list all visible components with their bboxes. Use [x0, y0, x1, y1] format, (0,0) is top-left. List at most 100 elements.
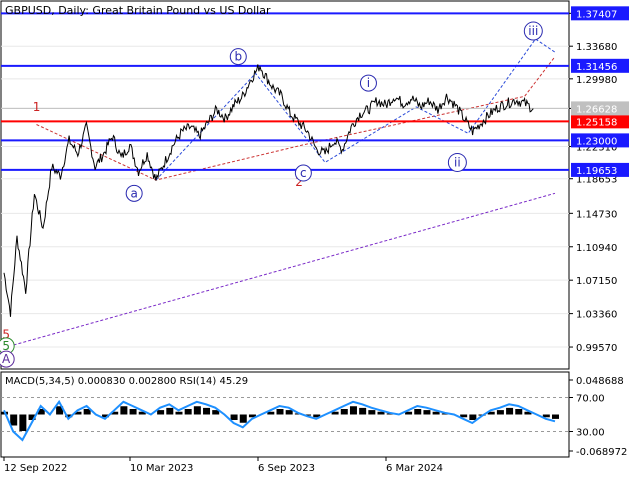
- wave-label-text-7: c: [300, 166, 307, 180]
- macd-bar-2: [19, 414, 27, 431]
- level-tags: 1.37407 1.31456 1.25158 1.23000 1.19653 1.266…: [571, 6, 629, 177]
- wave-label-text-10: iii: [528, 24, 538, 38]
- macd-bar-55: [506, 407, 514, 415]
- macd-bar-60: [552, 414, 559, 419]
- macd-bar-50: [460, 414, 468, 418]
- macd-bar-47: [432, 411, 440, 415]
- macd-bar-44: [405, 411, 413, 415]
- chart-title: GBPUSD, Daily: Great Britain Pound vs US…: [5, 4, 271, 17]
- macd-bar-14: [129, 409, 137, 415]
- macd-bar-40: [368, 410, 376, 415]
- macd-bar-45: [414, 409, 422, 415]
- wave-label-10: iii: [523, 21, 543, 41]
- wave-label-text-9: ii: [454, 155, 461, 169]
- wave-label-text-2: 5: [2, 327, 10, 341]
- macd-bar-42: [386, 413, 394, 415]
- price-tick-8: 1.07150: [576, 276, 617, 287]
- wave-label-7: c: [294, 164, 312, 182]
- macd-bar-18: [166, 407, 174, 415]
- time-tick-3: 6 Mar 2024: [386, 463, 443, 474]
- macd-bar-1: [10, 414, 18, 426]
- macd-bar-6: [56, 406, 64, 415]
- macd-bar-31: [285, 410, 293, 415]
- macd-bar-3: [28, 414, 36, 420]
- price-tick-4: 1.22310: [576, 142, 617, 153]
- main-plot-frame: [0, 0, 570, 370]
- horizontal-levels: [1, 12, 569, 171]
- level-tag-3: 1.23000: [576, 136, 617, 147]
- macd-bar-21: [193, 406, 201, 415]
- price-tick-6: 1.14730: [576, 209, 617, 220]
- wave-label-5: a: [125, 184, 143, 202]
- macd-bar-17: [157, 410, 165, 415]
- time-axis: 12 Sep 2022 10 Mar 2023 6 Sep 2023 6 Mar 20…: [3, 457, 443, 474]
- macd-bar-56: [515, 409, 523, 415]
- macd-bar-9: [83, 409, 91, 415]
- wave-label-0: 1: [33, 100, 41, 114]
- indicator-tick-2: 30.00: [576, 428, 605, 439]
- price-tick-9: 1.03360: [576, 310, 617, 321]
- macd-bar-38: [349, 406, 357, 415]
- macd-bar-59: [542, 414, 550, 418]
- wave-lines: [3, 38, 556, 349]
- wave-label-text-8: i: [367, 76, 370, 90]
- indicator-axis: 0.048688 70.00 30.00 -0.068972: [569, 376, 627, 458]
- indicator-tick-0: 0.048688: [576, 376, 624, 387]
- wave-line-0: [36, 56, 556, 181]
- macd-bar-4: [37, 409, 45, 415]
- macd-bar-33: [304, 414, 312, 416]
- macd-bar-27: [248, 414, 256, 418]
- wave-label-text-6: b: [234, 50, 242, 64]
- rsi-line: [3, 399, 556, 442]
- wave-line-2: [3, 192, 556, 349]
- price-tick-2: 1.29980: [576, 75, 617, 86]
- macd-bar-8: [74, 411, 82, 415]
- macd-bar-13: [120, 406, 128, 415]
- macd-bar-30: [276, 409, 284, 415]
- macd-bar-25: [230, 414, 238, 420]
- macd-bar-51: [469, 414, 477, 420]
- macd-bar-29: [267, 411, 275, 415]
- wave-label-8: i: [359, 74, 377, 92]
- macd-bar-23: [212, 410, 220, 415]
- macd-bar-39: [359, 407, 367, 415]
- wave-label-1: 2: [295, 175, 303, 189]
- current-price-tag-bg: [571, 101, 629, 116]
- macd-bar-41: [377, 411, 385, 415]
- price-tick-5: 1.18653: [576, 175, 617, 186]
- macd-bar-26: [239, 414, 247, 423]
- macd-bar-12: [111, 411, 119, 415]
- current-price-tag: 1.26628: [576, 104, 617, 115]
- time-tick-2: 6 Sep 2023: [258, 463, 315, 474]
- time-tick-1: 10 Mar 2023: [130, 463, 193, 474]
- macd-bar-20: [184, 409, 192, 415]
- level-tag-4: 1.19653: [576, 166, 617, 177]
- price-tick-10: 0.99570: [576, 343, 617, 354]
- level-tag-bg-2: [571, 114, 629, 129]
- macd-bar-34: [313, 414, 321, 418]
- macd-bar-53: [487, 411, 495, 415]
- macd-bar-37: [340, 409, 348, 415]
- macd-bar-15: [138, 411, 146, 415]
- macd-bar-46: [423, 410, 431, 415]
- level-tag-2: 1.25158: [576, 117, 617, 128]
- level-tag-bg-1: [571, 58, 629, 73]
- macd-bar-54: [496, 410, 504, 415]
- macd-bar-57: [524, 411, 532, 415]
- indicator-label: MACD(5,34,5) 0.000830 0.002800 RSI(14) 4…: [5, 376, 248, 387]
- wave-line-1: [155, 38, 556, 181]
- macd-bar-36: [331, 411, 339, 415]
- level-tag-bg-3: [571, 133, 629, 148]
- level-tag-0: 1.37407: [576, 9, 617, 20]
- level-tag-1: 1.31456: [576, 62, 617, 73]
- price-line: [3, 64, 534, 317]
- price-series: [3, 64, 534, 317]
- time-tick-0: 12 Sep 2022: [4, 463, 67, 474]
- level-tag-bg-4: [571, 162, 629, 177]
- wave-label-2: 5: [2, 327, 10, 341]
- wave-label-text-1: 2: [295, 175, 303, 189]
- level-tag-bg-0: [571, 6, 629, 21]
- macd-bar-22: [203, 407, 211, 415]
